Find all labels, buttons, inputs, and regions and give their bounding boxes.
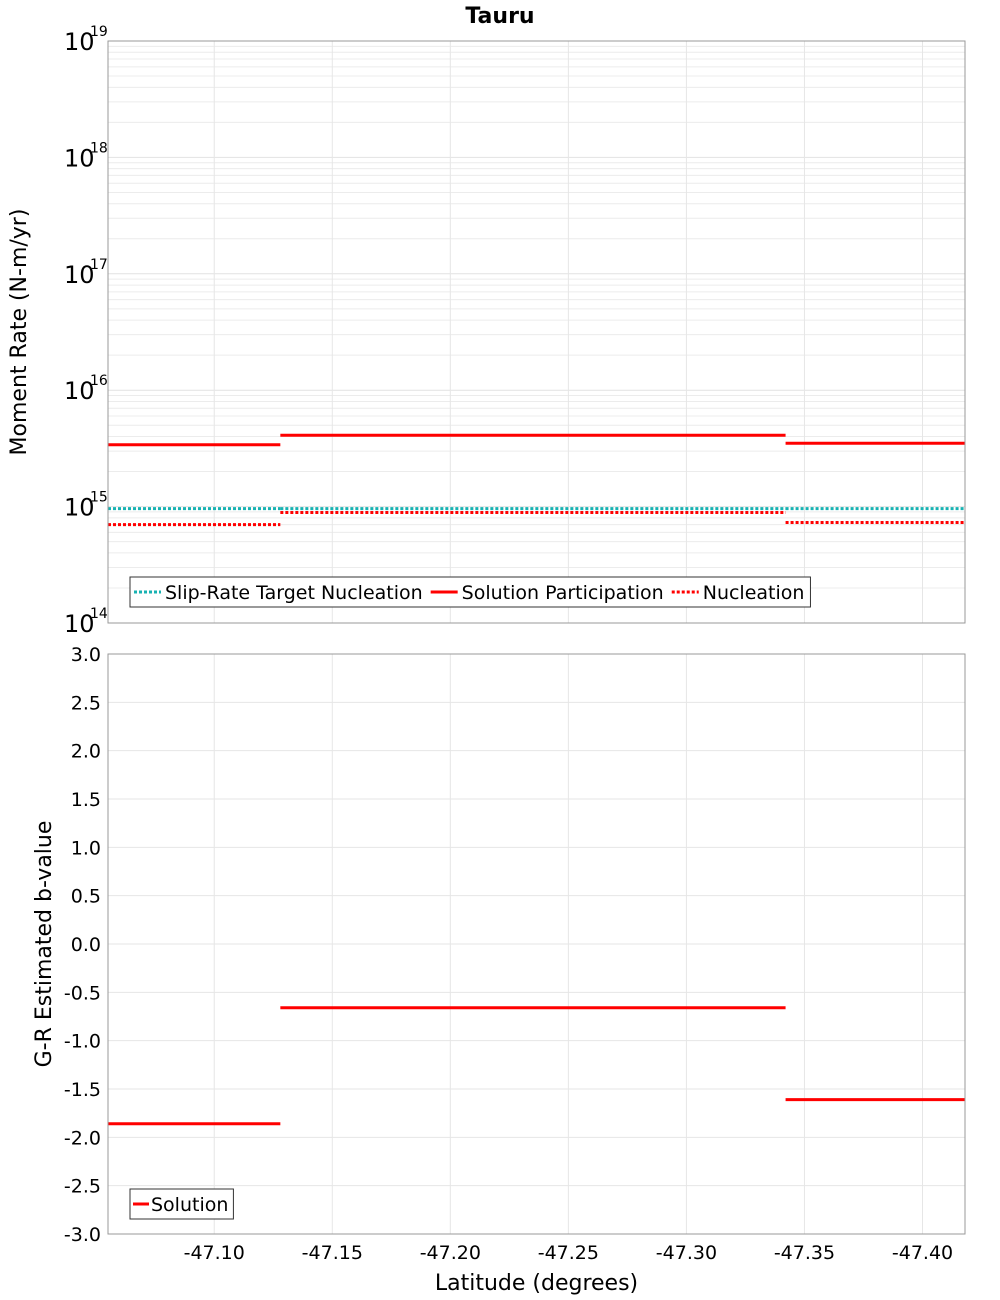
legend-label: Solution Participation (462, 582, 664, 604)
y-tick-exponent: 14 (90, 606, 108, 622)
y-tick-base: 10 (64, 494, 95, 522)
legend-label: Nucleation (703, 582, 805, 604)
x-tick-label: -47.35 (774, 1242, 835, 1264)
legend-entry: Solution (133, 1194, 228, 1216)
y-tick-label: -2.5 (64, 1176, 101, 1198)
y-tick-exponent: 18 (90, 140, 108, 156)
legend-label: Slip-Rate Target Nucleation (165, 582, 423, 604)
y-tick-label: 1.0 (71, 837, 101, 859)
legend-label: Solution (151, 1194, 228, 1216)
x-tick-label: -47.15 (302, 1242, 363, 1264)
y-tick-label: 2.0 (71, 741, 101, 763)
y-tick-exponent: 15 (90, 490, 108, 506)
y-tick-label: 3.0 (71, 644, 101, 666)
bvalue-plot-frame (107, 653, 966, 1235)
y-tick-label: -1.5 (64, 1079, 101, 1101)
legend-entry: Nucleation (671, 582, 805, 604)
y-tick-base: 10 (64, 144, 95, 172)
y-tick-exponent: 19 (90, 24, 108, 40)
x-axis-label: Latitude (degrees) (435, 1271, 638, 1296)
y-tick-label: -3.0 (64, 1224, 101, 1246)
y-tick-label: 0.0 (71, 934, 101, 956)
y-tick-base: 10 (64, 377, 95, 405)
series-nucleation (108, 510, 965, 527)
y-tick-label: 1.5 (71, 789, 101, 811)
legend-entry: Slip-Rate Target Nucleation (134, 582, 423, 604)
x-tick-label: -47.30 (656, 1242, 717, 1264)
y-axis-label: Moment Rate (N-m/yr) (7, 209, 32, 456)
legend-entry: Solution Participation (430, 582, 664, 604)
series-solution-participation (108, 433, 965, 447)
moment-legend: Slip-Rate Target Nucleation Solution Part… (129, 576, 811, 608)
series-solution (108, 1006, 965, 1126)
y-tick-label: -0.5 (64, 982, 101, 1004)
y-tick-base: 10 (64, 261, 95, 289)
x-tick-label: -47.40 (892, 1242, 953, 1264)
y-tick-base: 10 (64, 610, 95, 638)
y-tick-base: 10 (64, 28, 95, 56)
y-tick-label: -1.0 (64, 1031, 101, 1053)
moment-plot-area (108, 41, 965, 623)
bvalue-legend: Solution (129, 1188, 234, 1220)
y-tick-exponent: 16 (90, 373, 108, 389)
b-value-panel: 3.0 2.5 2.0 1.5 1.0 0.5 0.0 -0.5 -1.0 -1.5 -2.0 -2.… (32, 644, 966, 1296)
x-tick-label: -47.10 (184, 1242, 245, 1264)
chart-title: Tauru (465, 4, 534, 29)
moment-plot-frame (107, 40, 966, 624)
x-tick-label: -47.25 (538, 1242, 599, 1264)
x-tick-label: -47.20 (420, 1242, 481, 1264)
y-tick-exponent: 17 (90, 257, 108, 273)
y-tick-label: 0.5 (71, 886, 101, 908)
y-tick-label: -2.0 (64, 1127, 101, 1149)
y-axis-label: G-R Estimated b-value (32, 821, 57, 1068)
y-tick-label: 2.5 (71, 692, 101, 714)
